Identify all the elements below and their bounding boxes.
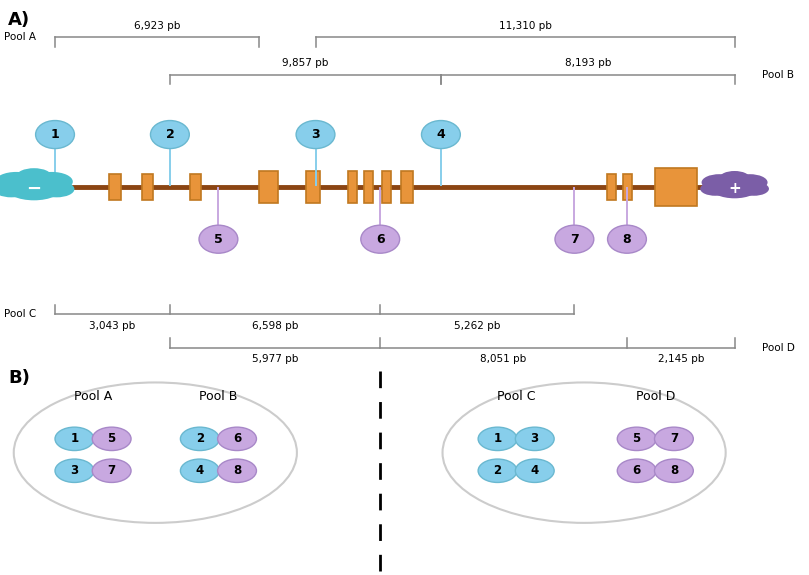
Ellipse shape bbox=[478, 459, 517, 482]
Circle shape bbox=[719, 171, 750, 185]
Text: Pool D: Pool D bbox=[636, 390, 675, 403]
Circle shape bbox=[732, 174, 768, 191]
Text: 2: 2 bbox=[196, 432, 204, 446]
Text: 3: 3 bbox=[70, 464, 78, 477]
Bar bbox=[401, 171, 413, 203]
Ellipse shape bbox=[180, 459, 219, 482]
Ellipse shape bbox=[180, 427, 219, 451]
Ellipse shape bbox=[654, 427, 693, 451]
Circle shape bbox=[0, 181, 29, 197]
Ellipse shape bbox=[92, 427, 131, 451]
Bar bbox=[655, 168, 697, 205]
Ellipse shape bbox=[617, 459, 656, 482]
Text: 9,857 pb: 9,857 pb bbox=[282, 58, 328, 68]
Ellipse shape bbox=[361, 225, 400, 253]
Bar bbox=[348, 171, 357, 203]
Text: 5: 5 bbox=[108, 432, 116, 446]
Text: 11,310 pb: 11,310 pb bbox=[498, 21, 552, 30]
Text: 3: 3 bbox=[531, 432, 539, 446]
Text: Pool D: Pool D bbox=[762, 343, 795, 352]
Text: Pool B: Pool B bbox=[199, 390, 238, 403]
Bar bbox=[109, 174, 121, 200]
Text: 8,193 pb: 8,193 pb bbox=[565, 58, 611, 68]
Ellipse shape bbox=[55, 427, 94, 451]
Text: 8,051 pb: 8,051 pb bbox=[481, 354, 527, 365]
Text: 2,145 pb: 2,145 pb bbox=[658, 354, 704, 365]
Bar bbox=[190, 174, 201, 200]
Text: 5,262 pb: 5,262 pb bbox=[454, 321, 501, 331]
Text: Pool C: Pool C bbox=[4, 309, 36, 319]
Circle shape bbox=[701, 174, 737, 191]
Circle shape bbox=[39, 181, 74, 197]
Bar bbox=[623, 174, 632, 200]
Circle shape bbox=[0, 172, 37, 191]
Text: 5: 5 bbox=[214, 233, 222, 246]
Ellipse shape bbox=[515, 459, 554, 482]
Bar bbox=[382, 171, 391, 203]
Text: 6: 6 bbox=[633, 464, 641, 477]
Text: 7: 7 bbox=[108, 464, 116, 477]
Bar bbox=[142, 174, 153, 200]
Circle shape bbox=[701, 182, 731, 196]
Text: B): B) bbox=[8, 369, 30, 386]
Circle shape bbox=[709, 175, 760, 198]
Text: 1: 1 bbox=[51, 128, 59, 141]
Text: 3,043 pb: 3,043 pb bbox=[89, 321, 136, 331]
Bar bbox=[259, 171, 278, 203]
Text: Pool A: Pool A bbox=[4, 32, 36, 43]
Ellipse shape bbox=[55, 459, 94, 482]
Text: 6: 6 bbox=[233, 432, 241, 446]
Text: 7: 7 bbox=[570, 233, 578, 246]
Text: 1: 1 bbox=[70, 432, 78, 446]
Text: 1: 1 bbox=[493, 432, 502, 446]
Text: 4: 4 bbox=[531, 464, 539, 477]
Text: Pool C: Pool C bbox=[497, 390, 536, 403]
Ellipse shape bbox=[199, 225, 238, 253]
Ellipse shape bbox=[515, 427, 554, 451]
Circle shape bbox=[5, 174, 63, 200]
Text: −: − bbox=[27, 180, 41, 198]
Ellipse shape bbox=[36, 121, 74, 148]
Circle shape bbox=[739, 182, 769, 196]
Text: 7: 7 bbox=[670, 432, 678, 446]
Text: 5,977 pb: 5,977 pb bbox=[252, 354, 299, 365]
Ellipse shape bbox=[654, 459, 693, 482]
Text: 4: 4 bbox=[196, 464, 204, 477]
Ellipse shape bbox=[608, 225, 646, 253]
Ellipse shape bbox=[478, 427, 517, 451]
Bar bbox=[306, 171, 320, 203]
Text: Pool A: Pool A bbox=[74, 390, 112, 403]
Ellipse shape bbox=[218, 427, 256, 451]
Ellipse shape bbox=[150, 121, 189, 148]
Bar bbox=[607, 174, 616, 200]
Text: 8: 8 bbox=[623, 233, 631, 246]
Circle shape bbox=[16, 168, 52, 185]
Text: 3: 3 bbox=[311, 128, 320, 141]
Text: 8: 8 bbox=[670, 464, 678, 477]
Bar bbox=[364, 171, 373, 203]
Text: 4: 4 bbox=[437, 128, 445, 141]
Text: 8: 8 bbox=[233, 464, 241, 477]
Text: 6,923 pb: 6,923 pb bbox=[133, 21, 180, 30]
Text: 2: 2 bbox=[166, 128, 174, 141]
Ellipse shape bbox=[92, 459, 131, 482]
Ellipse shape bbox=[296, 121, 335, 148]
Text: +: + bbox=[728, 181, 741, 196]
Text: 6,598 pb: 6,598 pb bbox=[252, 321, 299, 331]
Text: Pool B: Pool B bbox=[762, 70, 794, 80]
Circle shape bbox=[31, 172, 73, 191]
Text: 2: 2 bbox=[493, 464, 502, 477]
Text: A): A) bbox=[8, 12, 30, 29]
Ellipse shape bbox=[617, 427, 656, 451]
Ellipse shape bbox=[555, 225, 594, 253]
Ellipse shape bbox=[421, 121, 460, 148]
Text: 6: 6 bbox=[376, 233, 384, 246]
Ellipse shape bbox=[218, 459, 256, 482]
Text: 5: 5 bbox=[633, 432, 641, 446]
